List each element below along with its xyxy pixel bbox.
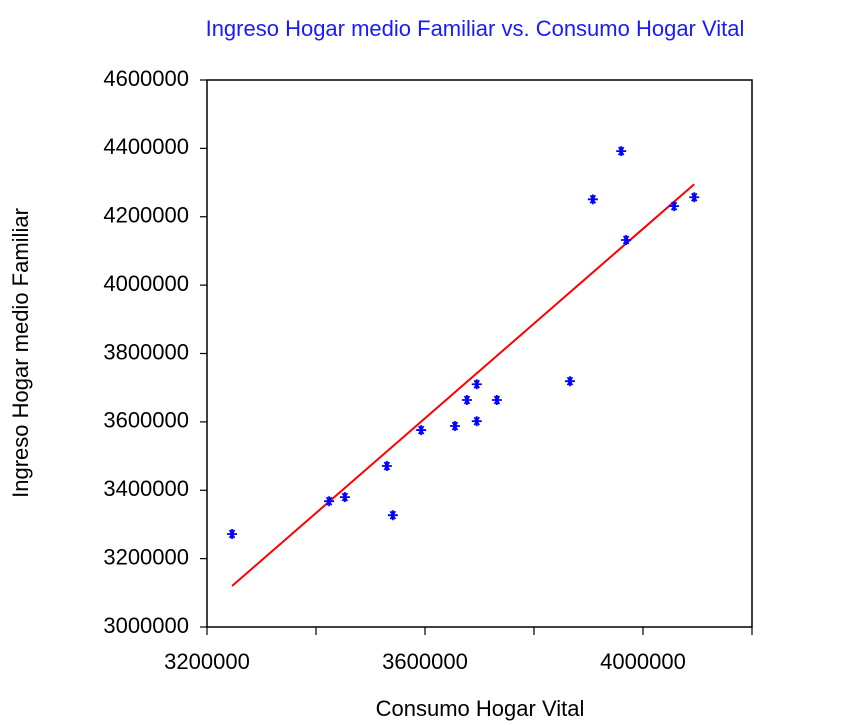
y-axis-label: Ingreso Hogar medio Familiar	[8, 208, 33, 498]
x-axis-label: Consumo Hogar Vital	[376, 696, 585, 721]
y-tick-label: 3400000	[103, 476, 189, 501]
x-tick-label: 4000000	[600, 649, 686, 674]
marker	[616, 146, 627, 157]
fit-line	[231, 183, 695, 587]
marker	[689, 192, 700, 203]
marker	[621, 234, 632, 245]
chart-title: Ingreso Hogar medio Familiar vs. Consumo…	[206, 16, 745, 41]
y-tick-label: 3600000	[103, 408, 189, 433]
marker	[564, 376, 575, 387]
y-tick-label: 4200000	[103, 203, 189, 228]
x-tick-label: 3200000	[164, 649, 250, 674]
marker	[381, 460, 392, 471]
y-tick-label: 3200000	[103, 544, 189, 569]
marker	[491, 394, 502, 405]
y-tick-label: 4000000	[103, 271, 189, 296]
marker	[416, 425, 427, 436]
marker	[449, 420, 460, 431]
y-tick-label: 3000000	[103, 613, 189, 638]
marker	[324, 496, 335, 507]
marker	[339, 492, 350, 503]
marker	[471, 379, 482, 390]
y-tick-label: 4400000	[103, 134, 189, 159]
marker	[587, 194, 598, 205]
x-tick-label: 3600000	[382, 649, 468, 674]
y-tick-label: 3800000	[103, 339, 189, 364]
y-tick-label: 4600000	[103, 66, 189, 91]
marker	[471, 416, 482, 427]
marker	[669, 201, 680, 212]
marker	[227, 529, 238, 540]
marker	[461, 394, 472, 405]
marker	[387, 510, 398, 521]
